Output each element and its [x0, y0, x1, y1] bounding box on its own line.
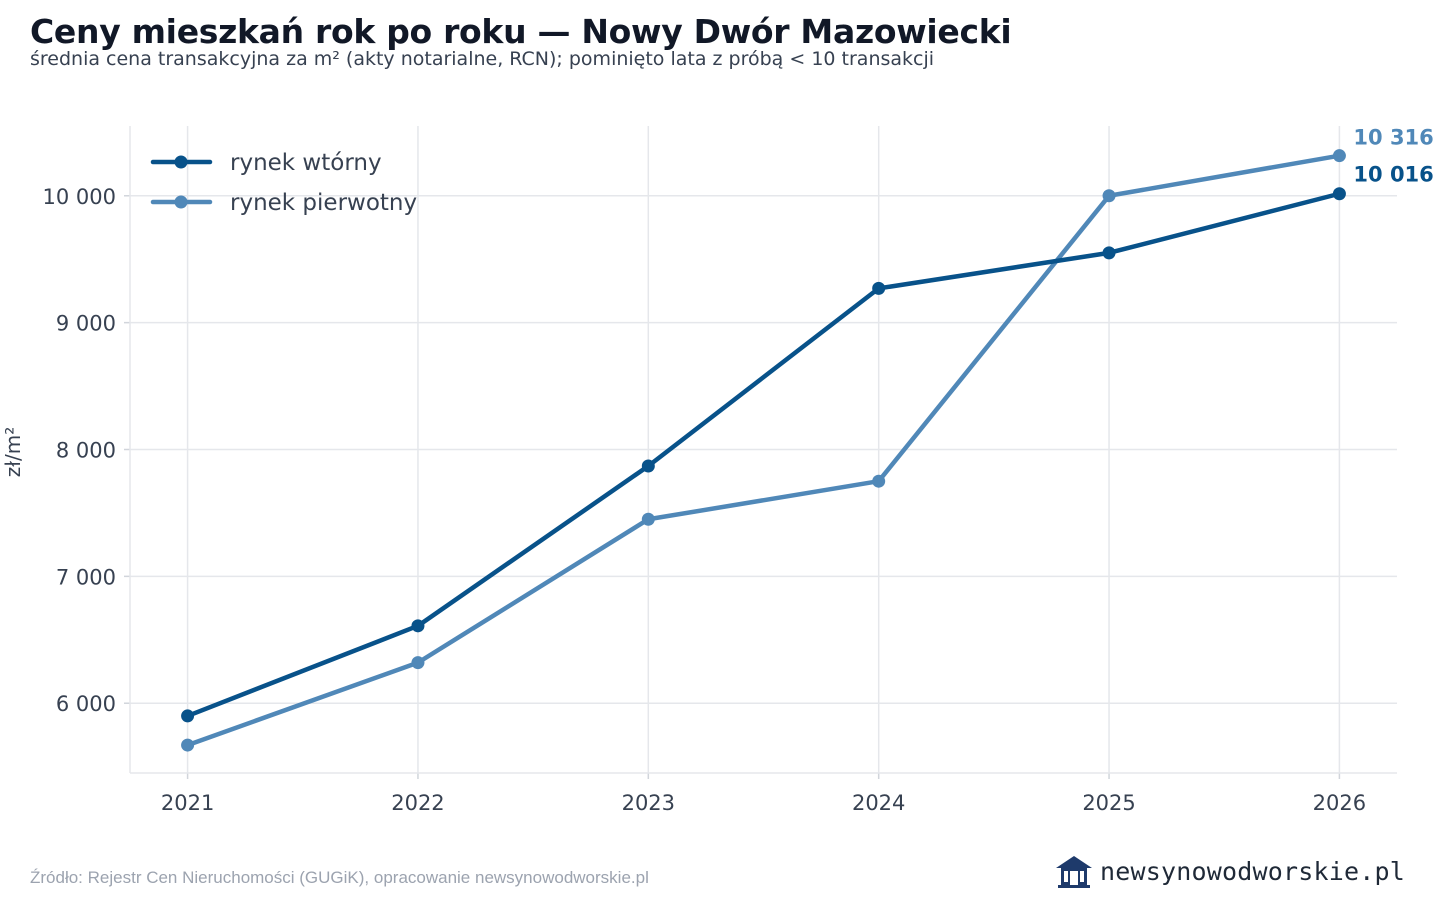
legend-label: rynek pierwotny	[230, 190, 417, 216]
x-tick-label: 2023	[622, 791, 675, 815]
data-point	[1102, 246, 1116, 260]
logo-text: newsynowodworskie.pl	[1100, 856, 1406, 886]
house-icon	[1056, 856, 1092, 888]
source-note: Źródło: Rejestr Cen Nieruchomości (GUGiK…	[30, 868, 649, 887]
x-tick-label: 2025	[1082, 791, 1135, 815]
legend-marker	[174, 195, 188, 209]
data-point	[872, 281, 886, 295]
x-tick-label: 2024	[852, 791, 905, 815]
legend-label: rynek wtórny	[230, 150, 382, 176]
data-point	[1332, 187, 1346, 201]
data-point	[411, 656, 425, 670]
grid-lines	[130, 126, 1397, 773]
chart-subtitle: średnia cena transakcyjna za m² (akty no…	[30, 48, 935, 70]
data-point	[872, 474, 886, 488]
y-tick-label: 7 000	[56, 565, 116, 589]
y-tick-label: 6 000	[56, 692, 116, 716]
legend: rynek wtórny rynek pierwotny	[150, 150, 417, 216]
publisher-logo[interactable]: newsynowodworskie.pl	[1054, 852, 1405, 890]
x-tick-label: 2026	[1313, 791, 1366, 815]
data-point	[1102, 189, 1116, 203]
axes: 6 000 7 000 8 000 9 000 10 000 2021 2022 2023 20…	[43, 126, 1397, 815]
data-point	[641, 512, 655, 526]
y-tick-label: 10 000	[43, 185, 116, 209]
end-value-label: 10 316	[1353, 126, 1433, 150]
end-value-label: 10 016	[1353, 163, 1433, 187]
series-line-0	[185, 191, 1342, 719]
y-axis-label: zł/m²	[1, 427, 25, 477]
legend-marker	[174, 155, 188, 169]
x-tick-label: 2022	[391, 791, 444, 815]
y-tick-label: 9 000	[56, 312, 116, 336]
data-point	[181, 738, 195, 752]
data-point	[181, 709, 195, 723]
data-point	[1332, 149, 1346, 163]
data-point	[641, 459, 655, 473]
series-lines: 10 016 10 316	[181, 126, 1434, 752]
x-tick-label: 2021	[161, 791, 214, 815]
y-tick-label: 8 000	[56, 439, 116, 463]
series-line-1	[185, 153, 1342, 748]
data-point	[411, 619, 425, 633]
chart-title: Ceny mieszkań rok po roku — Nowy Dwór Ma…	[30, 12, 1012, 51]
